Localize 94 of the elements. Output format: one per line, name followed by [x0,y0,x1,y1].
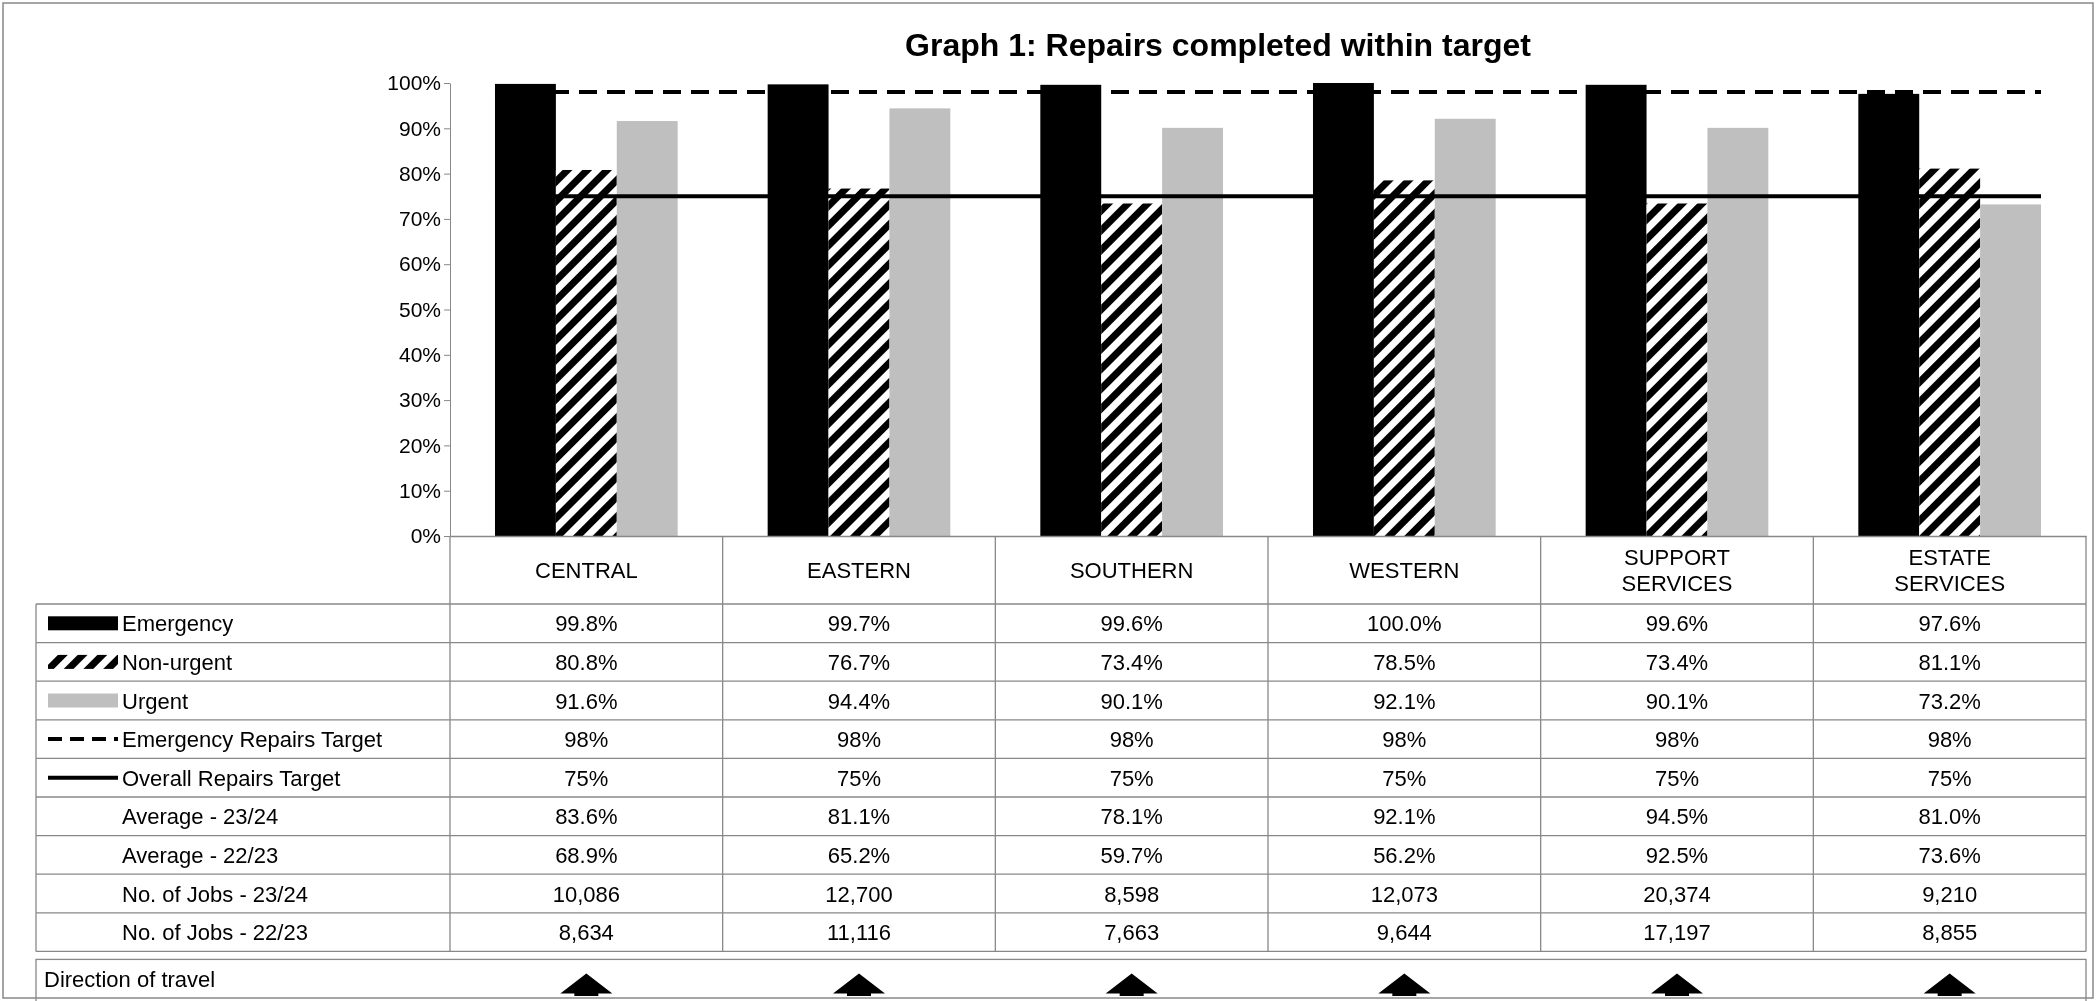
text: 98% [836,727,882,753]
text: 75% [1109,765,1154,791]
y-tick-label: 0% [410,524,441,548]
legend-label: Overall Repairs Target [122,765,341,791]
text: Direction of travel [44,967,216,992]
legend-label: Emergency Repairs Target [122,727,383,753]
data-label: 91.6% [555,688,618,714]
data-label: 99.6% [1100,611,1163,637]
y-tick-label: 70% [398,207,441,231]
text: 81.1% [827,804,891,830]
text: 81.0% [1918,804,1981,830]
legend-label: Urgent [122,688,189,714]
text: 75% [1927,765,1972,791]
bar [1707,127,1769,536]
y-tick-label: 30% [398,388,441,412]
text: 8,855 [1922,920,1978,946]
bar [1980,204,2042,536]
y-tick-label: 40% [398,343,441,367]
text: No. of Jobs - 23/24 [122,881,308,907]
text: 75% [564,765,609,791]
y-tick-label: 80% [398,161,441,185]
text: 12,700 [825,881,893,907]
x-tick-label: CENTRAL [534,558,638,583]
text: Average - 22/23 [122,842,279,868]
text: 75% [1654,765,1700,791]
text: 12,073 [1370,881,1438,907]
y-tick-label: 90% [398,116,441,140]
text: 98% [564,727,609,753]
y-tick-label: 100% [387,71,441,95]
text: 10,086 [552,881,620,907]
text: 98% [1654,727,1700,753]
y-tick-label: 50% [398,297,441,321]
bar [616,121,678,536]
bar [1919,168,1981,536]
text: 56.2% [1373,842,1436,868]
text: 8,598 [1104,881,1160,907]
legend-label: Non-urgent [122,649,233,675]
text: 92.5% [1645,842,1709,868]
chart-title: Graph 1: Repairs completed within target [905,27,1532,63]
text: 73.6% [1918,842,1981,868]
data-label: 90.1% [1100,688,1163,714]
text: 20,374 [1643,881,1711,907]
data-label: 73.4% [1645,649,1709,675]
data-label: 99.6% [1645,611,1709,637]
bar [1101,203,1163,536]
data-label: 73.2% [1918,688,1981,714]
data-label: 80.8% [555,649,618,675]
bar [1434,118,1496,536]
data-label: 78.5% [1373,649,1436,675]
data-label: 81.1% [1918,649,1981,675]
data-label: 97.6% [1918,611,1981,637]
x-tick-label: SOUTHERN [1069,558,1194,583]
x-tick-label: WESTERN [1349,558,1460,583]
text: 7,663 [1104,920,1160,946]
text: 98% [1927,727,1972,753]
text: 17,197 [1643,920,1711,946]
text: 98% [1109,727,1154,753]
text: No. of Jobs - 22/23 [122,920,308,946]
y-tick-label: 10% [398,478,441,502]
bar [555,169,617,536]
legend-label: Emergency [122,611,234,637]
text: 98% [1382,727,1427,753]
text: 92.1% [1373,804,1436,830]
x-tick-label: ESTATE SERVICES [1894,545,2006,596]
bar [828,188,890,536]
bar [1162,127,1224,536]
text: 59.7% [1100,842,1163,868]
data-label: 76.7% [827,649,891,675]
data-label: 90.1% [1645,688,1709,714]
text: 75% [836,765,882,791]
text: 11,116 [826,920,892,946]
y-tick-label: 60% [398,252,441,276]
text: 9,210 [1922,881,1978,907]
text: 94.5% [1645,804,1709,830]
text: 75% [1382,765,1427,791]
x-tick-label: SUPPORT SERVICES [1621,545,1733,596]
bar [1373,180,1435,536]
x-tick-label: EASTERN [807,558,911,583]
text: 65.2% [827,842,891,868]
text: 9,644 [1376,920,1432,946]
data-label: 73.4% [1100,649,1163,675]
data-label: 99.8% [555,611,618,637]
data-label: 92.1% [1373,688,1436,714]
text: Average - 23/24 [122,804,279,830]
text: 78.1% [1100,804,1163,830]
bar [1646,203,1708,536]
bar [889,108,951,536]
text: 8,634 [558,920,614,946]
data-label: 99.7% [827,611,891,637]
y-tick-label: 20% [398,433,441,457]
text: 68.9% [555,842,618,868]
text: 83.6% [555,804,618,830]
data-label: 94.4% [827,688,891,714]
data-label: 100.0% [1367,611,1442,637]
